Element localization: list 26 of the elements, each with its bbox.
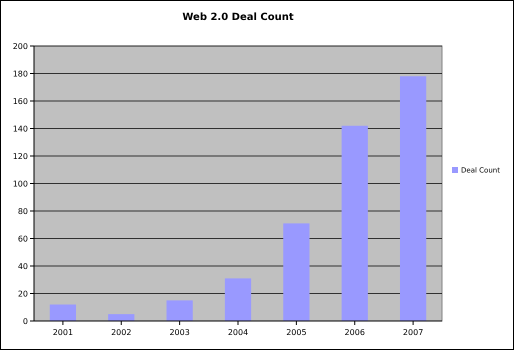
bar <box>108 314 134 321</box>
y-tick-label: 160 <box>12 96 28 106</box>
y-tick-label: 20 <box>18 289 28 298</box>
x-tick-label: 2007 <box>402 328 424 337</box>
y-tick-label: 180 <box>12 69 28 78</box>
x-tick-label: 2002 <box>111 328 132 337</box>
x-tick-label: 2005 <box>286 328 307 337</box>
y-tick-label: 40 <box>18 262 28 271</box>
x-tick-label: 2003 <box>169 328 190 337</box>
y-tick-label: 140 <box>12 124 28 134</box>
y-tick-label: 200 <box>12 42 28 51</box>
x-tick-label: 2001 <box>52 328 74 337</box>
y-tick-label: 120 <box>12 152 28 161</box>
y-tick-label: 60 <box>18 234 28 244</box>
bar <box>50 304 76 321</box>
bar <box>400 76 426 321</box>
y-tick-label: 100 <box>12 179 28 188</box>
bar <box>283 223 310 321</box>
bar <box>342 126 368 321</box>
bar <box>166 300 193 321</box>
chart-title: Web 2.0 Deal Count <box>182 12 294 23</box>
y-tick-label: 0 <box>22 316 28 326</box>
x-tick-label: 2004 <box>228 328 248 337</box>
y-tick-label: 80 <box>18 206 28 216</box>
x-tick-label: 2006 <box>344 328 365 337</box>
bar <box>224 278 252 321</box>
